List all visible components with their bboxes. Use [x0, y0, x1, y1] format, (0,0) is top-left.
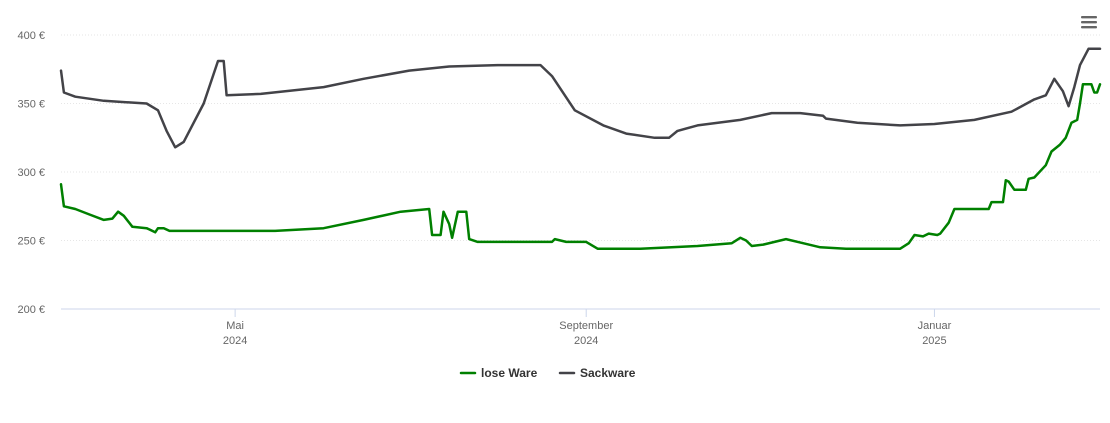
- x-tick-year: 2024: [574, 335, 598, 347]
- series-line-lose-ware[interactable]: [59, 83, 1102, 250]
- legend-item-lose-ware[interactable]: lose Ware: [459, 366, 538, 380]
- legend-label: lose Ware: [481, 366, 538, 380]
- chart-menu-button[interactable]: [1080, 14, 1098, 30]
- grid-lines: [61, 34, 1100, 310]
- y-tick-label: 250 €: [17, 236, 45, 248]
- y-tick-label: 200 €: [17, 304, 45, 316]
- series-line-sackware[interactable]: [59, 47, 1102, 149]
- plot-series: [59, 47, 1102, 250]
- x-tick-year: 2024: [223, 335, 247, 347]
- y-tick-label: 350 €: [17, 99, 45, 111]
- y-tick-label: 300 €: [17, 167, 45, 179]
- menu-icon: [1081, 16, 1097, 29]
- legend-label: Sackware: [580, 366, 636, 380]
- x-tick-month: September: [559, 320, 613, 332]
- legend: lose Ware Sackware: [459, 366, 636, 380]
- legend-item-sackware[interactable]: Sackware: [558, 366, 636, 380]
- y-axis: 200 € 250 € 300 € 350 € 400 €: [17, 30, 45, 316]
- x-tick-month: Mai: [226, 320, 244, 332]
- y-tick-label: 400 €: [17, 30, 45, 42]
- x-axis: Mai 2024 September 2024 Januar 2025: [223, 309, 952, 347]
- x-tick-year: 2025: [922, 335, 946, 347]
- x-tick-month: Januar: [918, 320, 952, 332]
